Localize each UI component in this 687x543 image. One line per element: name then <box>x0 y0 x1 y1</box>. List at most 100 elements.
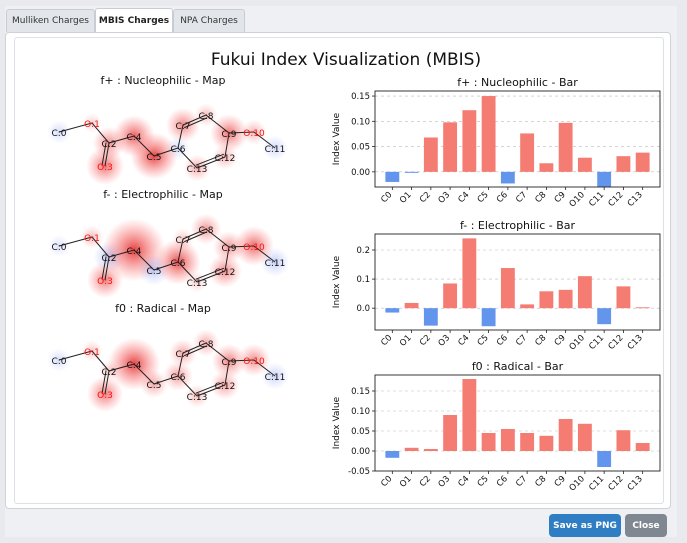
map-2-atom-9: C:9 <box>221 358 236 368</box>
map-1-atom-9: C:9 <box>221 244 236 254</box>
map-1-atom-4: C:4 <box>126 247 141 257</box>
chart-0-ytick-label-2: 0.10 <box>351 117 370 127</box>
map-0-bond-13 <box>177 147 198 169</box>
chart-1-bar-O1 <box>404 302 419 309</box>
map-0-bond-4 <box>133 135 155 157</box>
chart-0-bar-C9 <box>558 122 573 172</box>
map-0-atom-4: C:4 <box>126 133 141 143</box>
map-2-atom-11: C:11 <box>265 373 286 383</box>
chart-2-xtick-label-O3: O3 <box>437 474 453 490</box>
map-1-atom-1: O:1 <box>84 234 100 244</box>
map-0-bond-3 <box>108 135 135 144</box>
map-2-bond-10 <box>253 359 276 377</box>
figure-title: Fukui Index Visualization (MBIS) <box>211 50 481 70</box>
chart-2-bar-C7 <box>520 433 535 451</box>
chart-2-ytick-label-1: 0.00 <box>351 447 370 457</box>
chart-2-xtick-label-C6: C6 <box>495 474 510 489</box>
map-2-bond-5 <box>153 375 179 385</box>
chart-0-bar-C7 <box>520 133 535 172</box>
chart-1-xtick-label-C12: C12 <box>607 333 626 352</box>
map-2-bond-9 <box>228 359 255 362</box>
chart-2-xtick-label-C0: C0 <box>379 474 394 489</box>
map-1-atom-11: C:11 <box>265 259 286 269</box>
tab-mbis-charges[interactable]: MBIS Charges <box>95 8 173 33</box>
map-0-bond-12 <box>196 156 226 169</box>
chart-0-bar-C5 <box>481 96 496 172</box>
chart-1-bar-C9 <box>558 289 573 309</box>
map-0-bond-11 <box>224 132 230 158</box>
chart-1-xtick-label-C0: C0 <box>379 333 394 348</box>
tab-panel: Fukui Index Visualization (MBIS) f+ : Nuc… <box>5 32 671 509</box>
map-0-atom-1: O:1 <box>84 120 100 130</box>
map-1-bond-2 <box>104 256 110 281</box>
map-2-atom-8: C:8 <box>198 340 213 350</box>
chart-0-bar-C0 <box>385 171 400 182</box>
map-2-bond-2 <box>104 370 110 395</box>
map-title-2: f0 : Radical - Map <box>115 302 211 315</box>
chart-2-xtick-label-C8: C8 <box>533 474 548 489</box>
chart-0-xtick-label-C8: C8 <box>533 190 548 205</box>
chart-2-xtick-label-C7: C7 <box>514 474 529 489</box>
map-1-bond-9 <box>228 245 255 248</box>
map-0-bond-2-double <box>101 142 107 166</box>
map-1-atom-5: C:5 <box>146 267 161 277</box>
chart-2-bar-C5 <box>481 433 496 451</box>
chart-2-ylabel: Index Value <box>332 396 342 449</box>
map-1-bond-12 <box>196 270 226 283</box>
chart-0-xtick-label-C2: C2 <box>418 190 433 205</box>
map-1-atom-8: C:8 <box>198 226 213 236</box>
chart-2-bar-C12 <box>616 430 631 451</box>
chart-0-xtick-label-C9: C9 <box>553 190 568 205</box>
chart-0-xtick-label-O3: O3 <box>437 190 453 206</box>
chart-0-xtick-label-C0: C0 <box>379 190 394 205</box>
map-1-bond-3 <box>108 249 135 258</box>
chart-2-bar-C4 <box>462 379 477 451</box>
chart-1-bar-C4 <box>462 238 477 309</box>
map-2-atom-7: C:7 <box>175 350 190 360</box>
figure-area: Fukui Index Visualization (MBIS) f+ : Nuc… <box>14 37 664 504</box>
map-0-bond-7-double <box>183 117 208 129</box>
chart-1-bar-O3 <box>443 283 458 309</box>
map-1-bond-12-double <box>195 267 225 280</box>
chart-0-xtick-label-C4: C4 <box>456 190 471 205</box>
chart-1-bar-C13 <box>635 307 650 309</box>
chart-1-xtick-label-C4: C4 <box>456 333 471 348</box>
map-1-atom-10: O:10 <box>243 243 265 253</box>
map-2-atom-0: C:0 <box>51 357 66 367</box>
map-1-bond-0 <box>58 236 93 247</box>
map-0-atom-9: C:9 <box>221 130 236 140</box>
map-2-bond-12-double <box>195 381 225 394</box>
close-button[interactable]: Close <box>625 514 667 537</box>
chart-2-xtick-label-C13: C13 <box>626 474 645 493</box>
map-1-bond-1 <box>91 236 110 258</box>
map-0-bond-2 <box>104 142 110 167</box>
map-0-bond-0 <box>58 122 93 133</box>
tab-mulliken-charges[interactable]: Mulliken Charges <box>6 9 95 32</box>
chart-2-bar-O1 <box>404 447 419 451</box>
chart-1-xtick-label-C13: C13 <box>626 333 645 352</box>
map-1-bond-2-double <box>101 256 107 280</box>
chart-0-ytick-label-1: 0.05 <box>351 143 370 153</box>
chart-0-xtick-label-C6: C6 <box>495 190 510 205</box>
map-title-0: f+ : Nucleophilic - Map <box>101 74 226 87</box>
map-1-atom-7: C:7 <box>175 236 190 246</box>
chart-2-ytick-label-4: 0.15 <box>351 387 370 397</box>
map-2-bond-6 <box>177 352 184 377</box>
chart-2-xtick-label-C2: C2 <box>418 474 433 489</box>
map-1-bond-7-double <box>183 231 208 243</box>
chart-1-ytick-label-2: 0.2 <box>356 246 370 256</box>
chart-0-bar-O3 <box>443 122 458 172</box>
map-2-atom-1: O:1 <box>84 348 100 358</box>
tab-npa-charges[interactable]: NPA Charges <box>173 9 245 32</box>
chart-1-ytick-label-0: 0.0 <box>356 304 370 314</box>
chart-2-xtick-label-O10: O10 <box>568 474 587 493</box>
chart-1-xtick-label-C5: C5 <box>476 333 491 348</box>
save-as-png-button[interactable]: Save as PNG <box>549 514 621 537</box>
chart-1-bar-C7 <box>520 304 535 309</box>
chart-1-bar-O10 <box>577 276 592 309</box>
map-2-atom-3: O:3 <box>97 391 113 401</box>
chart-2-xtick-label-C12: C12 <box>607 474 626 493</box>
map-2-bond-11 <box>224 360 230 386</box>
chart-2-ytick-label-2: 0.05 <box>351 427 370 437</box>
map-2-atom-13: C:13 <box>187 393 208 403</box>
